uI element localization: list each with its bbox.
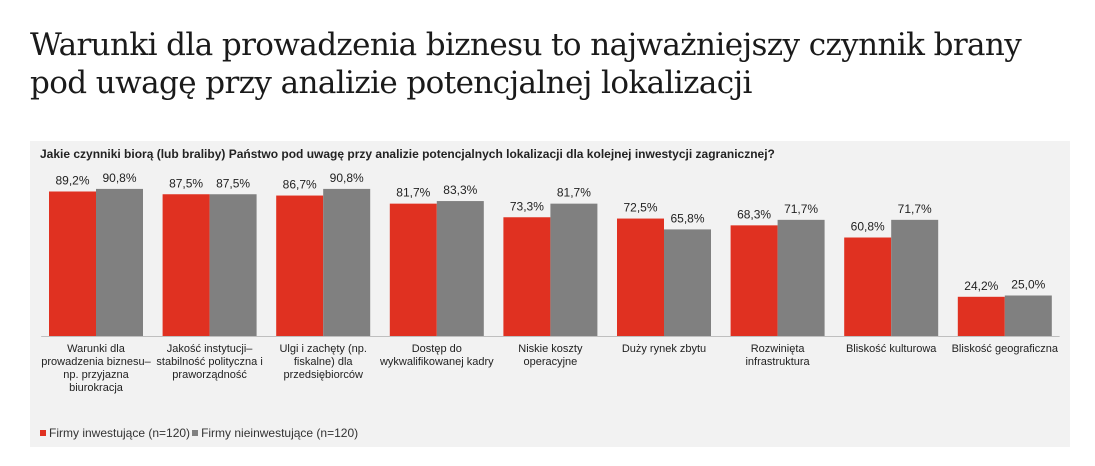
category-label-0: Warunki dla prowadzenia biznesu– np. przyj… <box>41 343 151 394</box>
legend-item-noninvesting: Firmy nieinwestujące (n=120) <box>192 426 358 440</box>
bar-investing-5 <box>617 218 664 336</box>
data-label-noninvesting-1: 87,5% <box>216 176 250 190</box>
data-label-investing-4: 73,3% <box>510 199 544 213</box>
legend-item-investing: Firmy inwestujące (n=120) <box>40 426 190 440</box>
bar-investing-3 <box>389 203 437 336</box>
bar-noninvesting-6 <box>777 219 825 336</box>
bar-investing-6 <box>730 225 778 336</box>
category-label-8: Bliskość geograficzna <box>952 343 1059 355</box>
legend-swatch-investing <box>40 430 46 436</box>
category-label-7: Bliskość kulturowa <box>846 343 937 355</box>
category-label-2: Ulgi i zachęty (np. fiskalne) dla przedsię… <box>279 343 366 381</box>
bar-chart: 89,2% 90,8% Warunki dla prowadzenia biznesu… <box>41 171 1060 394</box>
data-label-investing-2: 86,7% <box>283 178 317 192</box>
bar-noninvesting-0 <box>96 188 143 336</box>
category-label-1: Jakość instytucji– stabilność polityczna … <box>156 343 262 381</box>
bar-investing-1 <box>162 194 210 336</box>
data-label-noninvesting-8: 25,0% <box>1011 278 1045 292</box>
bar-noninvesting-7 <box>891 219 939 336</box>
bar-investing-8 <box>957 296 1005 336</box>
bar-noninvesting-3 <box>436 201 484 336</box>
chart-title: Jakie czynniki biorą (lub braliby) Państ… <box>40 147 775 161</box>
bar-noninvesting-8 <box>1004 295 1052 336</box>
data-label-noninvesting-6: 71,7% <box>784 202 818 216</box>
bar-noninvesting-4 <box>550 203 598 336</box>
page-title: Warunki dla prowadzenia biznesu to najwa… <box>30 27 1022 101</box>
category-label-5: Duży rynek zbytu <box>622 343 706 355</box>
data-label-noninvesting-4: 81,7% <box>557 186 591 200</box>
data-label-investing-7: 60,8% <box>851 220 885 234</box>
legend-swatch-noninvesting <box>192 430 199 436</box>
category-label-6: Rozwinięta infrastruktura <box>745 343 810 368</box>
data-label-noninvesting-7: 71,7% <box>898 202 932 216</box>
legend-label-noninvesting: Firmy nieinwestujące (n=120) <box>201 426 359 440</box>
legend: Firmy inwestujące (n=120) Firmy nieinwes… <box>40 426 360 440</box>
data-label-investing-0: 89,2% <box>55 173 89 187</box>
bar-investing-4 <box>503 217 551 336</box>
data-label-noninvesting-0: 90,8% <box>102 171 136 185</box>
data-label-noninvesting-2: 90,8% <box>330 171 364 185</box>
bar-investing-7 <box>844 237 892 336</box>
data-label-investing-1: 87,5% <box>169 176 203 190</box>
data-label-investing-3: 81,7% <box>396 186 430 200</box>
category-label-3: Dostęp do wykwalifikowanej kadry <box>379 343 494 368</box>
data-label-investing-6: 68,3% <box>737 207 771 221</box>
bar-investing-2 <box>276 195 324 336</box>
data-label-investing-8: 24,2% <box>964 279 998 293</box>
data-label-noninvesting-3: 83,3% <box>443 183 477 197</box>
category-label-4: Niskie koszty operacyjne <box>518 343 583 368</box>
chart-panel: Jakie czynniki biorą (lub braliby) Państ… <box>30 141 1070 447</box>
bar-noninvesting-5 <box>664 229 711 336</box>
bar-noninvesting-1 <box>209 194 257 336</box>
data-label-investing-5: 72,5% <box>623 201 657 215</box>
legend-label-investing: Firmy inwestujące (n=120) <box>49 426 191 440</box>
bar-investing-0 <box>49 191 96 336</box>
bar-noninvesting-2 <box>323 188 371 336</box>
data-label-noninvesting-5: 65,8% <box>670 211 704 225</box>
